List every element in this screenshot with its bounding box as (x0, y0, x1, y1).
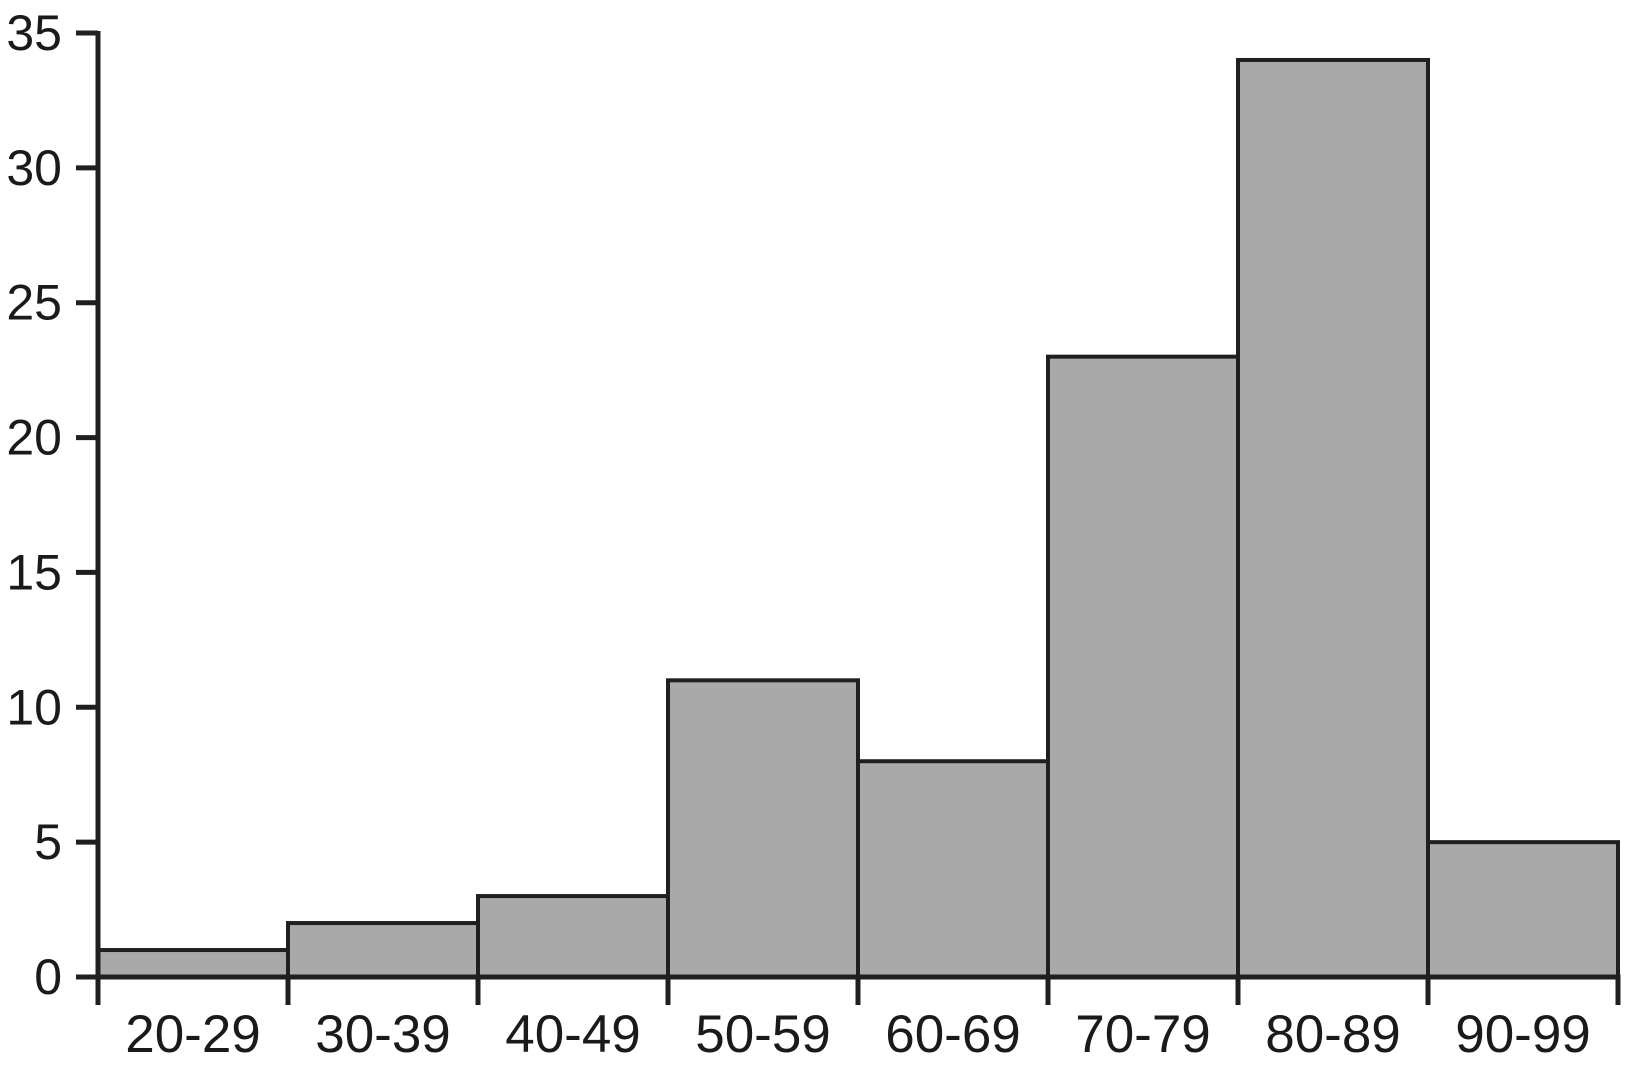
x-tick-label-40-49: 40-49 (505, 1005, 641, 1064)
bar-90-99 (1426, 840, 1620, 980)
x-tick-label-30-39: 30-39 (315, 1005, 451, 1064)
x-tick-label-20-29: 20-29 (125, 1005, 261, 1064)
y-tick-label-10: 10 (6, 679, 62, 735)
bar-80-89 (1236, 57, 1430, 979)
x-tick-label-60-69: 60-69 (885, 1005, 1021, 1064)
bar-40-49 (476, 894, 670, 979)
x-tick-label-70-79: 70-79 (1075, 1005, 1211, 1064)
y-tick-label-25: 25 (6, 275, 62, 331)
bar-30-39 (286, 921, 480, 979)
y-tick-label-0: 0 (34, 949, 62, 1005)
y-tick-label-5: 5 (34, 814, 62, 870)
x-tick-label-50-59: 50-59 (695, 1005, 831, 1064)
x-tick-label-80-89: 80-89 (1265, 1005, 1401, 1064)
bar-60-69 (856, 759, 1050, 979)
y-tick-label-30: 30 (6, 140, 62, 196)
bar-20-29 (96, 948, 290, 979)
y-tick-label-20: 20 (6, 410, 62, 466)
bar-70-79 (1046, 354, 1240, 979)
bar-50-59 (666, 678, 860, 979)
x-tick-label-90-99: 90-99 (1455, 1005, 1591, 1064)
y-tick-label-35: 35 (6, 5, 62, 61)
y-tick-label-15: 15 (6, 544, 62, 600)
